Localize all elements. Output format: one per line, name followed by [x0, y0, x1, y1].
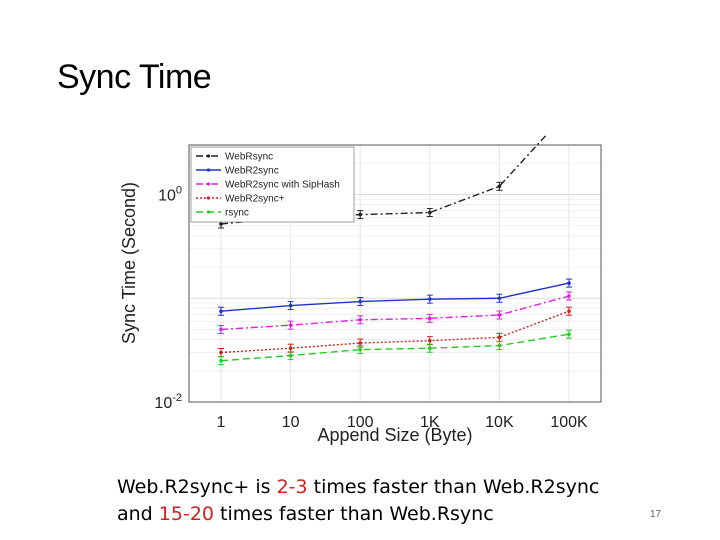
- y-axis-label: Sync Time (Second): [119, 182, 139, 344]
- data-point: [428, 316, 432, 321]
- data-point: [219, 309, 223, 314]
- data-point: [288, 346, 293, 351]
- data-point: [219, 358, 223, 363]
- legend-marker: [206, 210, 211, 214]
- legend-entry: WebR2sync: [225, 166, 279, 177]
- series-layer: [218, 135, 572, 366]
- data-point: [358, 212, 362, 217]
- caption-highlight: 15-20: [158, 503, 215, 525]
- y-tick-label: 10-2: [154, 392, 182, 412]
- data-point: [428, 338, 432, 343]
- data-point: [428, 297, 432, 301]
- data-point: [358, 347, 362, 352]
- data-point: [497, 313, 502, 317]
- caption-line-1: Web.R2sync+ is 2-3 times faster than Web…: [117, 474, 599, 501]
- legend: WebRsync WebR2sync WebR2sync with SipHash W…: [190, 146, 355, 223]
- grid: [189, 144, 601, 403]
- data-point: [497, 335, 502, 340]
- data-point: [567, 309, 571, 314]
- slide-title: Sync Time: [57, 58, 212, 96]
- data-point: [497, 184, 502, 189]
- caption-text: times faster than Web.Rsync: [214, 503, 494, 525]
- data-point: [567, 281, 571, 285]
- caption-line-2: and 15-20 times faster than Web.Rsync: [117, 501, 599, 528]
- data-point: [567, 332, 571, 337]
- page-number: 17: [650, 509, 662, 520]
- series-line: [220, 295, 570, 331]
- data-point: [497, 343, 502, 348]
- data-point: [288, 303, 293, 308]
- data-point: [288, 323, 293, 327]
- legend-marker: [206, 168, 211, 172]
- data-point: [219, 222, 223, 226]
- data-point: [219, 327, 223, 332]
- y-tick-exponent: -2: [172, 392, 182, 404]
- legend-entry: WebR2sync+: [225, 194, 285, 205]
- legend-marker: [206, 154, 211, 158]
- data-point: [219, 350, 223, 355]
- data-point: [497, 296, 502, 301]
- y-tick-exponent: 0: [176, 185, 182, 197]
- caption-text: and: [117, 503, 159, 525]
- x-tick-label: 100: [347, 414, 374, 431]
- series-line: [220, 333, 570, 362]
- series-webr2sync-with-siphash: [218, 291, 572, 334]
- legend-entry: WebRsync: [225, 152, 273, 163]
- y-tick-base: 10: [158, 188, 176, 205]
- caption-text: Web.R2sync+ is: [117, 476, 277, 498]
- series-rsync: [218, 329, 572, 366]
- legend-marker: [206, 182, 211, 186]
- x-tick-label: 100K: [550, 414, 588, 431]
- x-tick-labels: 1 10 100 1K 10K 100K: [217, 414, 588, 431]
- legend-entry: WebR2sync with SipHash: [225, 180, 340, 191]
- series-line: [220, 135, 548, 225]
- x-tick-label: 1K: [420, 414, 440, 431]
- data-point: [358, 317, 362, 322]
- caption: Web.R2sync+ is 2-3 times faster than Web…: [117, 474, 599, 528]
- x-tick-label: 10: [282, 414, 300, 431]
- y-tick-label: 100: [158, 185, 182, 205]
- data-point: [567, 294, 571, 298]
- data-point: [358, 299, 362, 304]
- series-line: [220, 282, 570, 312]
- plot-frame: [188, 144, 602, 403]
- legend-entry: rsync: [225, 208, 249, 219]
- caption-highlight: 2-3: [276, 476, 308, 498]
- legend-marker: [206, 196, 211, 200]
- data-point: [428, 210, 432, 215]
- y-tick-base: 10: [154, 395, 172, 412]
- data-point: [428, 346, 432, 351]
- data-point: [358, 341, 362, 345]
- legend-box: [190, 146, 355, 223]
- x-tick-label: 10K: [485, 414, 514, 431]
- x-tick-label: 1: [217, 414, 226, 431]
- x-axis-label: Append Size (Byte): [317, 425, 472, 445]
- caption-text: times faster than Web.R2sync: [307, 476, 600, 498]
- data-point: [288, 353, 293, 358]
- series-webr2sync: [218, 278, 572, 316]
